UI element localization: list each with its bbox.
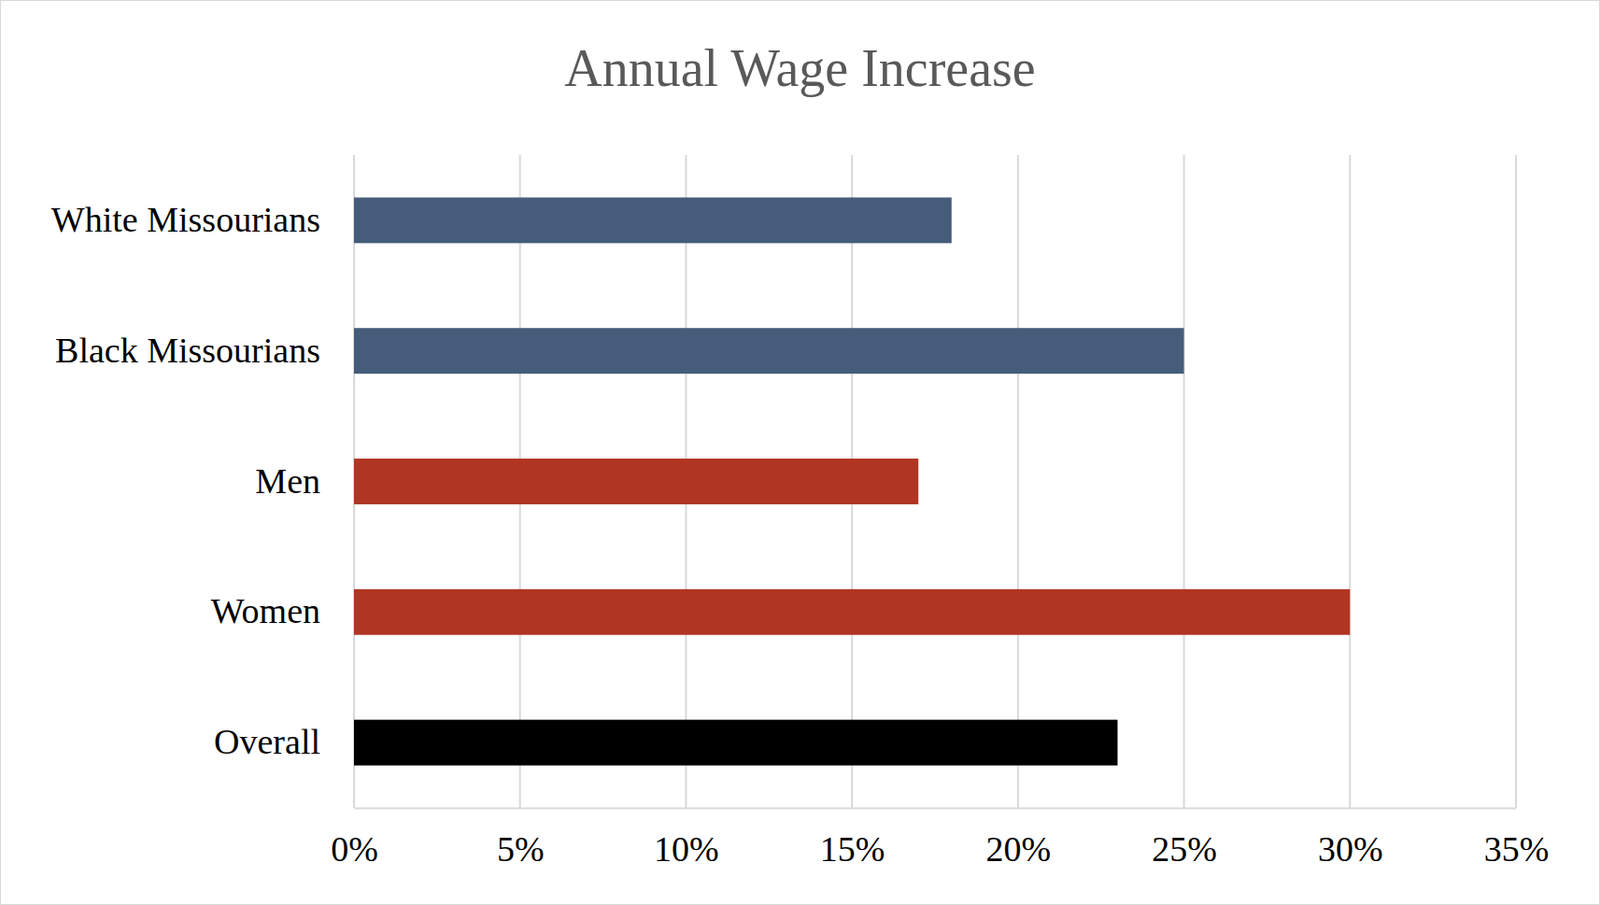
x-tick-label: 20% xyxy=(986,829,1052,869)
category-label: Men xyxy=(254,461,321,501)
bar xyxy=(353,458,919,505)
x-tick: 0% xyxy=(330,807,379,869)
y-tick: Men xyxy=(254,461,354,501)
x-tick-label: 30% xyxy=(1317,829,1384,869)
y-tick: Overall xyxy=(213,722,354,762)
x-tick: 5% xyxy=(496,807,545,869)
x-tick: 15% xyxy=(820,807,886,869)
grid-line xyxy=(1183,155,1186,808)
category-label: Overall xyxy=(213,722,321,762)
y-tick: White Missourians xyxy=(51,199,354,240)
x-tick-label: 5% xyxy=(496,829,545,869)
x-tick-label: 15% xyxy=(820,829,886,869)
chart-svg: 0% 5% 10% 15% 20% 25% 30% 35% White Missourians B… xyxy=(0,0,1600,905)
y-axis: White Missourians Black Missourians Men Wom… xyxy=(51,155,355,809)
y-tick: Black Missourians xyxy=(55,330,354,370)
bar xyxy=(353,327,1185,374)
bars xyxy=(353,197,1350,765)
category-label: Women xyxy=(211,591,321,631)
grid-line xyxy=(1348,155,1351,808)
x-tick: 10% xyxy=(653,807,720,869)
bar xyxy=(353,720,1118,766)
category-label: White Missourians xyxy=(51,199,321,240)
y-tick: Women xyxy=(211,591,354,631)
y-axis-line xyxy=(353,155,355,809)
grid xyxy=(353,155,1516,808)
x-tick: 20% xyxy=(986,807,1052,869)
x-tick: 25% xyxy=(1151,807,1218,869)
plot-area: 0% 5% 10% 15% 20% 25% 30% 35% White Missourians B… xyxy=(51,155,1549,869)
bar xyxy=(353,197,952,243)
x-axis: 0% 5% 10% 15% 20% 25% 30% 35% xyxy=(330,807,1549,869)
chart-title: Annual Wage Increase xyxy=(564,39,1035,98)
x-axis-line xyxy=(354,807,1517,810)
x-tick-label: 35% xyxy=(1484,829,1550,869)
x-tick-label: 25% xyxy=(1151,829,1218,869)
chart-border xyxy=(0,0,1600,905)
category-label: Black Missourians xyxy=(55,330,321,370)
x-tick-label: 0% xyxy=(330,829,379,869)
x-tick: 35% xyxy=(1484,807,1550,869)
grid-line xyxy=(1017,155,1020,808)
grid-line xyxy=(1515,155,1517,808)
bar xyxy=(353,589,1350,636)
x-tick: 30% xyxy=(1317,807,1384,869)
chart-container: 0% 5% 10% 15% 20% 25% 30% 35% White Missourians B… xyxy=(0,0,1600,905)
x-tick-label: 10% xyxy=(653,829,720,869)
